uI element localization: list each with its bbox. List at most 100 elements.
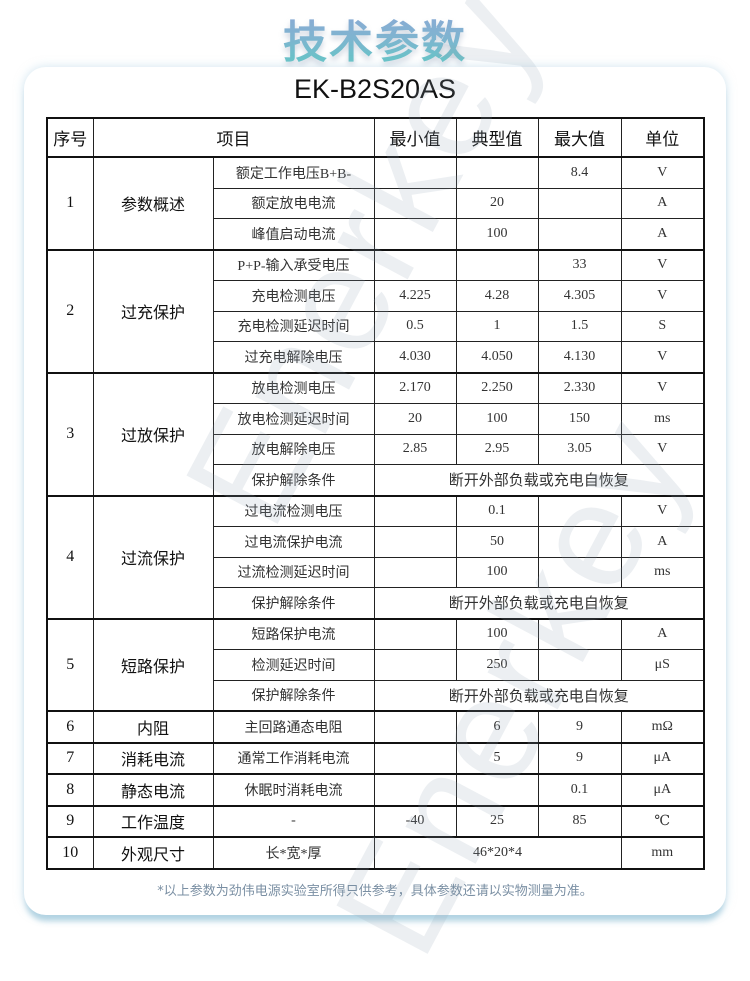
table-row: 峰值启动电流 100 A — [47, 218, 705, 250]
min-value: -40 — [373, 805, 457, 838]
table-row: 保护解除条件 断开外部负载或充电自恢复 — [47, 679, 705, 712]
typ-value: 4.050 — [455, 341, 539, 373]
row-index: 9 — [46, 805, 94, 838]
table-row: 8 静态电流 休眠时消耗电流 0.1 μA — [46, 773, 705, 806]
max-value: 150 — [537, 403, 622, 435]
min-value — [373, 156, 457, 189]
min-value: 4.030 — [373, 341, 457, 373]
min-value: 2.170 — [373, 372, 457, 404]
typ-value: 250 — [455, 649, 539, 681]
unit-value: ℃ — [620, 805, 705, 838]
unit-value: A — [620, 218, 705, 250]
typ-value: 50 — [455, 526, 539, 558]
condition-value: 断开外部负载或充电自恢复 — [373, 587, 705, 619]
max-value: 33 — [537, 249, 622, 281]
item-name: - — [212, 805, 375, 838]
max-value — [537, 526, 622, 558]
header-min: 最小值 — [373, 117, 457, 158]
header-item: 项目 — [92, 117, 375, 158]
group-name: 内阻 — [92, 710, 214, 743]
typ-value: 1 — [455, 310, 539, 342]
table-row: 4 过流保护 过电流检测电压 0.1 V — [46, 495, 705, 619]
table-row: 保护解除条件 断开外部负载或充电自恢复 — [47, 587, 705, 619]
group-name: 消耗电流 — [92, 742, 214, 775]
table-row: 10 外观尺寸 长*宽*厚 46*20*4 mm — [46, 836, 705, 869]
max-value — [537, 187, 622, 219]
header-index: 序号 — [46, 117, 94, 158]
table-row: 保护解除条件 断开外部负载或充电自恢复 — [47, 464, 705, 496]
typ-value — [455, 249, 539, 281]
min-value — [373, 218, 457, 250]
row-index: 8 — [46, 773, 94, 806]
min-value — [373, 742, 457, 775]
min-value — [373, 649, 457, 681]
min-value: 20 — [373, 403, 457, 435]
item-name: 充电检测电压 — [212, 280, 375, 312]
unit-value: μA — [620, 773, 705, 806]
item-name: 保护解除条件 — [212, 679, 375, 712]
table-row: 2 过充保护 P+P-输入承受电压 33 V — [46, 249, 705, 373]
table-row: 3 过放保护 放电检测电压 2.170 2.250 2.330 V — [46, 372, 705, 496]
typ-value: 100 — [455, 556, 539, 588]
condition-value: 断开外部负载或充电自恢复 — [373, 679, 705, 712]
unit-value: ms — [620, 403, 705, 435]
item-name: 过电流保护电流 — [212, 526, 375, 558]
max-value — [537, 618, 622, 650]
row-index: 1 — [46, 156, 94, 250]
max-value: 4.305 — [537, 280, 622, 312]
typ-value: 6 — [455, 710, 539, 743]
item-name: 通常工作消耗电流 — [212, 742, 375, 775]
max-value: 0.1 — [537, 773, 622, 806]
unit-value: μS — [620, 649, 705, 681]
max-value: 9 — [537, 710, 622, 743]
unit-value: ms — [620, 556, 705, 588]
item-name: 放电检测延迟时间 — [212, 403, 375, 435]
min-value: 2.85 — [373, 433, 457, 465]
min-value — [373, 618, 457, 650]
header-row: 序号 项目 最小值 典型值 最大值 单位 — [46, 117, 705, 158]
unit-value: V — [620, 495, 705, 527]
row-index: 6 — [46, 710, 94, 743]
min-value — [373, 773, 457, 806]
item-name: 保护解除条件 — [212, 587, 375, 619]
typ-value: 100 — [455, 618, 539, 650]
item-name: 短路保护电流 — [212, 618, 375, 650]
unit-value: V — [620, 372, 705, 404]
table-row: 充电检测延迟时间 0.5 1 1.5 S — [47, 310, 705, 342]
item-name: 放电解除电压 — [212, 433, 375, 465]
group-name: 外观尺寸 — [92, 836, 214, 869]
table-row: 7 消耗电流 通常工作消耗电流 5 9 μA — [46, 742, 705, 775]
item-name: 主回路通态电阻 — [212, 710, 375, 743]
table-row: 放电检测延迟时间 20 100 150 ms — [47, 403, 705, 435]
item-name: 检测延迟时间 — [212, 649, 375, 681]
model-number: EK-B2S20AS — [293, 74, 457, 104]
unit-value: mm — [620, 836, 705, 869]
item-name: 峰值启动电流 — [212, 218, 375, 250]
row-index: 7 — [46, 742, 94, 775]
max-value: 9 — [537, 742, 622, 775]
max-value — [537, 218, 622, 250]
min-value — [373, 249, 457, 281]
table-row: 充电检测电压 4.225 4.28 4.305 V — [47, 280, 705, 312]
min-value — [373, 710, 457, 743]
min-value: 0.5 — [373, 310, 457, 342]
item-name: 额定工作电压B+B- — [212, 156, 375, 189]
header-max: 最大值 — [537, 117, 622, 158]
group-name: 短路保护 — [92, 618, 214, 712]
item-name: 休眠时消耗电流 — [212, 773, 375, 806]
max-value: 2.330 — [537, 372, 622, 404]
unit-value: A — [620, 526, 705, 558]
item-name: 过电流检测电压 — [212, 495, 375, 527]
max-value: 85 — [537, 805, 622, 838]
item-name: 过流检测延迟时间 — [212, 556, 375, 588]
table-row: 9 工作温度 - -40 25 85 ℃ — [46, 805, 705, 838]
typ-value — [455, 773, 539, 806]
max-value — [537, 556, 622, 588]
typ-value: 0.1 — [455, 495, 539, 527]
max-value: 3.05 — [537, 433, 622, 465]
table-row: 过电流保护电流 50 A — [47, 526, 705, 558]
group-name: 过流保护 — [92, 495, 214, 619]
page-title: 技术参数 — [0, 6, 750, 70]
group-name: 过放保护 — [92, 372, 214, 496]
table-row: 6 内阻 主回路通态电阻 6 9 mΩ — [46, 710, 705, 743]
